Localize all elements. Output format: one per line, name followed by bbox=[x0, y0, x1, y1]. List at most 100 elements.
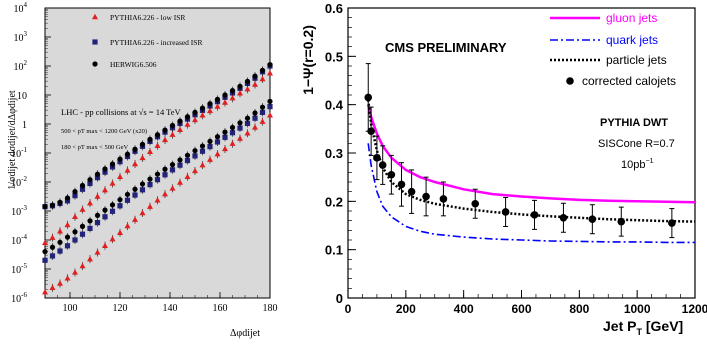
left-point-triangle bbox=[244, 86, 251, 92]
series-line-quark-jets bbox=[367, 143, 695, 244]
left-x-tick-label: 140 bbox=[163, 303, 178, 314]
left-point-circle bbox=[57, 239, 63, 245]
left-point-circle bbox=[117, 156, 123, 162]
left-point-triangle bbox=[79, 262, 86, 269]
left-y-tick-label: 104 bbox=[14, 1, 28, 15]
left-point-triangle bbox=[169, 185, 176, 191]
annotation-line3: 180 < pT max < 500 GeV bbox=[61, 144, 128, 151]
calojet-point bbox=[471, 199, 480, 208]
left-point-circle bbox=[87, 177, 93, 183]
left-point-triangle bbox=[94, 249, 101, 255]
calojet-point bbox=[422, 192, 430, 201]
left-point-triangle bbox=[154, 142, 161, 148]
left-point-circle bbox=[192, 109, 198, 115]
right-legend-marker bbox=[566, 77, 574, 85]
left-point-triangle bbox=[42, 289, 48, 295]
left-point-triangle bbox=[92, 13, 98, 20]
right-x-tick-label: 0 bbox=[345, 302, 352, 316]
left-point-circle bbox=[154, 171, 161, 177]
left-point-square bbox=[117, 203, 123, 209]
left-point-triangle bbox=[132, 160, 138, 167]
left-point-triangle bbox=[79, 206, 86, 212]
left-x-axis-label: Δφdijet bbox=[230, 328, 260, 339]
left-point-square bbox=[192, 153, 198, 159]
calojet-point bbox=[530, 211, 539, 219]
calojet-point bbox=[668, 219, 676, 227]
left-point-square bbox=[139, 187, 146, 193]
calojet-point bbox=[407, 187, 416, 196]
left-point-circle bbox=[79, 182, 86, 189]
left-point-square bbox=[162, 172, 168, 178]
left-y-tick-label: 10-5 bbox=[11, 262, 27, 276]
left-point-circle bbox=[72, 229, 78, 235]
series-line-particle-jets bbox=[366, 99, 696, 223]
left-point-circle bbox=[177, 157, 183, 163]
calojet-point bbox=[559, 213, 568, 222]
left-point-triangle bbox=[222, 145, 228, 152]
left-point-square bbox=[94, 220, 101, 226]
left-point-triangle bbox=[199, 112, 206, 118]
left-point-circle bbox=[267, 98, 273, 104]
left-point-square bbox=[92, 39, 98, 45]
annotation-generator: PYTHIA DWT bbox=[600, 117, 668, 129]
right-legend-label: corrected calojets bbox=[582, 74, 676, 88]
left-point-triangle bbox=[169, 131, 176, 137]
left-point-square bbox=[259, 109, 266, 115]
left-point-triangle bbox=[109, 235, 116, 242]
left-point-circle bbox=[192, 148, 198, 154]
left-point-circle bbox=[92, 61, 98, 67]
left-y-tick-label: 10-6 bbox=[11, 291, 27, 305]
right-x-tick-label: 800 bbox=[569, 302, 589, 316]
left-point-circle bbox=[124, 151, 131, 157]
annotation-algorithm: SISCone R=0.7 bbox=[598, 138, 675, 150]
left-point-triangle bbox=[139, 209, 146, 216]
series-line-gluon-jets bbox=[366, 104, 696, 204]
left-point-circle bbox=[42, 249, 48, 255]
left-point-circle bbox=[162, 127, 168, 133]
left-x-tick-label: 180 bbox=[263, 303, 278, 314]
right-x-tick-label: 400 bbox=[454, 302, 474, 316]
left-point-triangle bbox=[102, 186, 108, 193]
left-point-circle bbox=[237, 120, 243, 126]
left-point-square bbox=[64, 243, 71, 249]
left-legend-label: PYTHIA6.226 - low ISR bbox=[110, 13, 185, 22]
left-point-circle bbox=[109, 202, 116, 208]
left-point-circle bbox=[252, 110, 258, 116]
left-point-circle bbox=[139, 141, 146, 147]
left-point-circle bbox=[259, 67, 266, 73]
left-point-circle bbox=[229, 124, 236, 131]
left-point-triangle bbox=[177, 179, 183, 185]
left-point-circle bbox=[147, 136, 153, 142]
left-point-circle bbox=[132, 186, 138, 192]
left-point-circle bbox=[222, 92, 228, 98]
left-point-triangle bbox=[252, 124, 258, 130]
left-point-triangle bbox=[87, 199, 93, 206]
left-x-tick-label: 120 bbox=[113, 303, 128, 314]
calojet-point bbox=[367, 127, 375, 136]
left-point-square bbox=[124, 197, 131, 203]
right-x-tick-label: 1200 bbox=[682, 302, 707, 316]
right-x-tick-label: 600 bbox=[511, 302, 531, 316]
left-point-triangle bbox=[64, 221, 71, 228]
left-point-triangle bbox=[229, 140, 236, 146]
left-point-triangle bbox=[207, 107, 213, 114]
left-point-triangle bbox=[177, 126, 183, 132]
left-point-square bbox=[87, 225, 93, 231]
left-y-tick-label: 10 bbox=[17, 91, 27, 102]
left-point-circle bbox=[207, 101, 213, 107]
left-point-triangle bbox=[132, 216, 138, 222]
left-point-circle bbox=[252, 73, 258, 79]
left-point-square bbox=[169, 167, 176, 173]
right-y-tick-label: 0.4 bbox=[325, 98, 344, 113]
annotation-line2: 500 < pT max < 1200 GeV (x20) bbox=[61, 128, 147, 135]
left-point-circle bbox=[199, 105, 206, 111]
left-point-triangle bbox=[259, 75, 266, 82]
left-point-circle bbox=[259, 104, 266, 110]
left-point-circle bbox=[87, 218, 93, 224]
left-point-circle bbox=[94, 171, 101, 177]
left-point-square bbox=[199, 148, 206, 154]
calojet-point bbox=[387, 170, 396, 179]
calojet-point bbox=[373, 154, 381, 162]
left-point-square bbox=[214, 139, 221, 145]
